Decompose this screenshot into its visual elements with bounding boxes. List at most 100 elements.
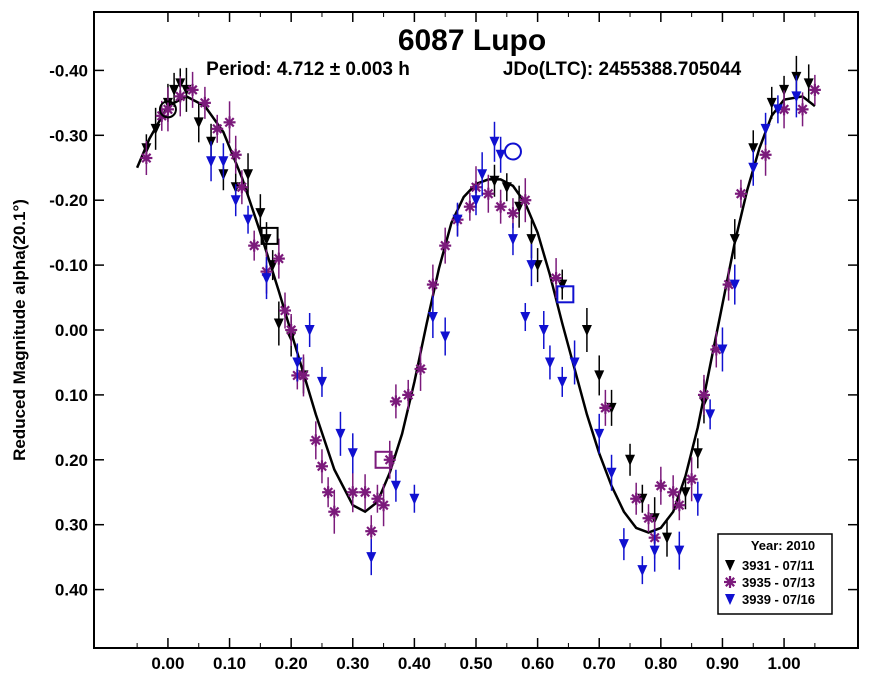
asterisk-stroke — [347, 487, 358, 498]
data-point-3935 — [229, 148, 242, 161]
data-point-3939 — [674, 545, 685, 557]
data-point-3939 — [606, 467, 617, 479]
data-point-3939 — [544, 357, 555, 369]
data-point-3935 — [494, 200, 507, 213]
asterisk-stroke — [797, 104, 808, 115]
data-point-3931 — [193, 117, 204, 129]
data-point-3939 — [748, 162, 759, 174]
x-tick-label: 0.80 — [644, 654, 677, 673]
asterisk-stroke — [483, 188, 494, 199]
asterisk-stroke — [600, 402, 611, 413]
x-tick-label: 0.20 — [275, 654, 308, 673]
data-point-3931 — [150, 123, 161, 135]
data-point-3935 — [519, 194, 532, 207]
asterisk-stroke — [230, 149, 241, 160]
asterisk-stroke — [316, 461, 327, 472]
data-point-3935 — [808, 83, 821, 96]
asterisk-stroke — [141, 153, 152, 163]
data-point-3939 — [230, 195, 241, 207]
x-tick-label: 0.90 — [706, 654, 739, 673]
data-point-3939 — [452, 214, 463, 226]
highlight-square — [556, 285, 575, 304]
data-point-3939 — [791, 91, 802, 103]
asterisk-stroke — [551, 273, 562, 284]
data-point-3935 — [685, 473, 698, 486]
data-point-3935 — [630, 492, 643, 505]
data-point-3935 — [365, 525, 378, 538]
data-points-layer — [140, 55, 821, 585]
y-tick-label: 0.20 — [55, 451, 88, 470]
data-point-3931 — [261, 234, 272, 246]
highlight-markers-layer — [158, 100, 575, 469]
highlight-circle — [503, 142, 522, 161]
x-tick-label: 0.50 — [459, 654, 492, 673]
asterisk-stroke — [440, 240, 451, 251]
period-label: Period: 4.712 ± 0.003 h — [206, 59, 410, 80]
x-tick-label: 0.40 — [398, 654, 431, 673]
data-point-3931 — [526, 234, 537, 246]
data-point-3935 — [174, 90, 187, 103]
x-tick-label: 1.00 — [768, 654, 801, 673]
x-tick-label: 0.70 — [583, 654, 616, 673]
legend-marker-3931 — [725, 560, 735, 571]
data-point-3939 — [772, 104, 783, 116]
data-point-3935 — [315, 460, 328, 473]
y-axis-label: Reduced Magnitude alpha(20.1°) — [10, 199, 29, 461]
asterisk-stroke — [162, 104, 173, 115]
data-point-3935 — [599, 401, 612, 414]
data-point-3935 — [248, 239, 261, 252]
data-point-3939 — [692, 493, 703, 505]
data-point-3939 — [649, 545, 660, 557]
epoch-label: JDo(LTC): 2455388.705044 — [503, 59, 742, 80]
data-point-3939 — [477, 169, 488, 181]
asterisk-stroke — [403, 389, 414, 400]
asterisk-stroke — [698, 389, 709, 400]
asterisk-stroke — [378, 500, 389, 511]
data-point-3939 — [243, 214, 254, 226]
asterisk-stroke — [427, 279, 438, 290]
data-point-3935 — [463, 200, 476, 213]
data-point-3931 — [748, 143, 759, 155]
data-point-3939 — [316, 376, 327, 388]
data-point-3935 — [223, 116, 236, 129]
data-point-3931 — [243, 169, 254, 181]
data-point-3935 — [297, 369, 310, 382]
asterisk-stroke — [760, 149, 771, 160]
y-tick-label: -0.40 — [49, 61, 88, 80]
y-tick-label: 0.10 — [55, 386, 88, 405]
data-point-3935 — [654, 479, 667, 492]
legend-entry-3939: 3939 - 07/16 — [742, 592, 815, 607]
data-point-3939 — [292, 357, 303, 369]
data-point-3935 — [346, 486, 359, 499]
data-point-3935 — [198, 96, 211, 109]
data-point-3939 — [347, 448, 358, 460]
asterisk-stroke — [643, 513, 654, 524]
data-point-3939 — [729, 279, 740, 291]
asterisk-stroke — [779, 104, 790, 115]
data-point-3935 — [186, 83, 199, 96]
data-point-3935 — [377, 499, 390, 512]
data-point-3931 — [169, 84, 180, 96]
data-point-3939 — [335, 428, 346, 440]
data-point-3939 — [520, 312, 531, 324]
data-point-3935 — [506, 207, 519, 220]
y-tick-label: 0.30 — [55, 516, 88, 535]
axis-ticks: 0.00 0.10 0.20 0.30 0.40 0.50 0.60 0.70 0.80 0.90… — [49, 12, 858, 673]
data-point-3939 — [717, 344, 728, 356]
data-point-3935 — [482, 187, 495, 200]
data-point-3939 — [489, 136, 500, 148]
data-point-3939 — [427, 312, 438, 324]
asterisk-stroke — [249, 240, 260, 251]
data-point-3939 — [390, 480, 401, 492]
data-point-3935 — [389, 395, 402, 408]
data-point-3931 — [662, 532, 672, 544]
asterisk-stroke — [725, 577, 735, 587]
data-point-3931 — [729, 234, 740, 246]
data-point-3939 — [206, 156, 217, 168]
asterisk-stroke — [286, 325, 297, 335]
x-tick-label: 0.60 — [521, 654, 554, 673]
data-point-3931 — [766, 97, 777, 109]
asterisk-stroke — [390, 396, 401, 407]
y-tick-label: -0.10 — [49, 256, 88, 275]
data-point-3935 — [673, 499, 686, 512]
